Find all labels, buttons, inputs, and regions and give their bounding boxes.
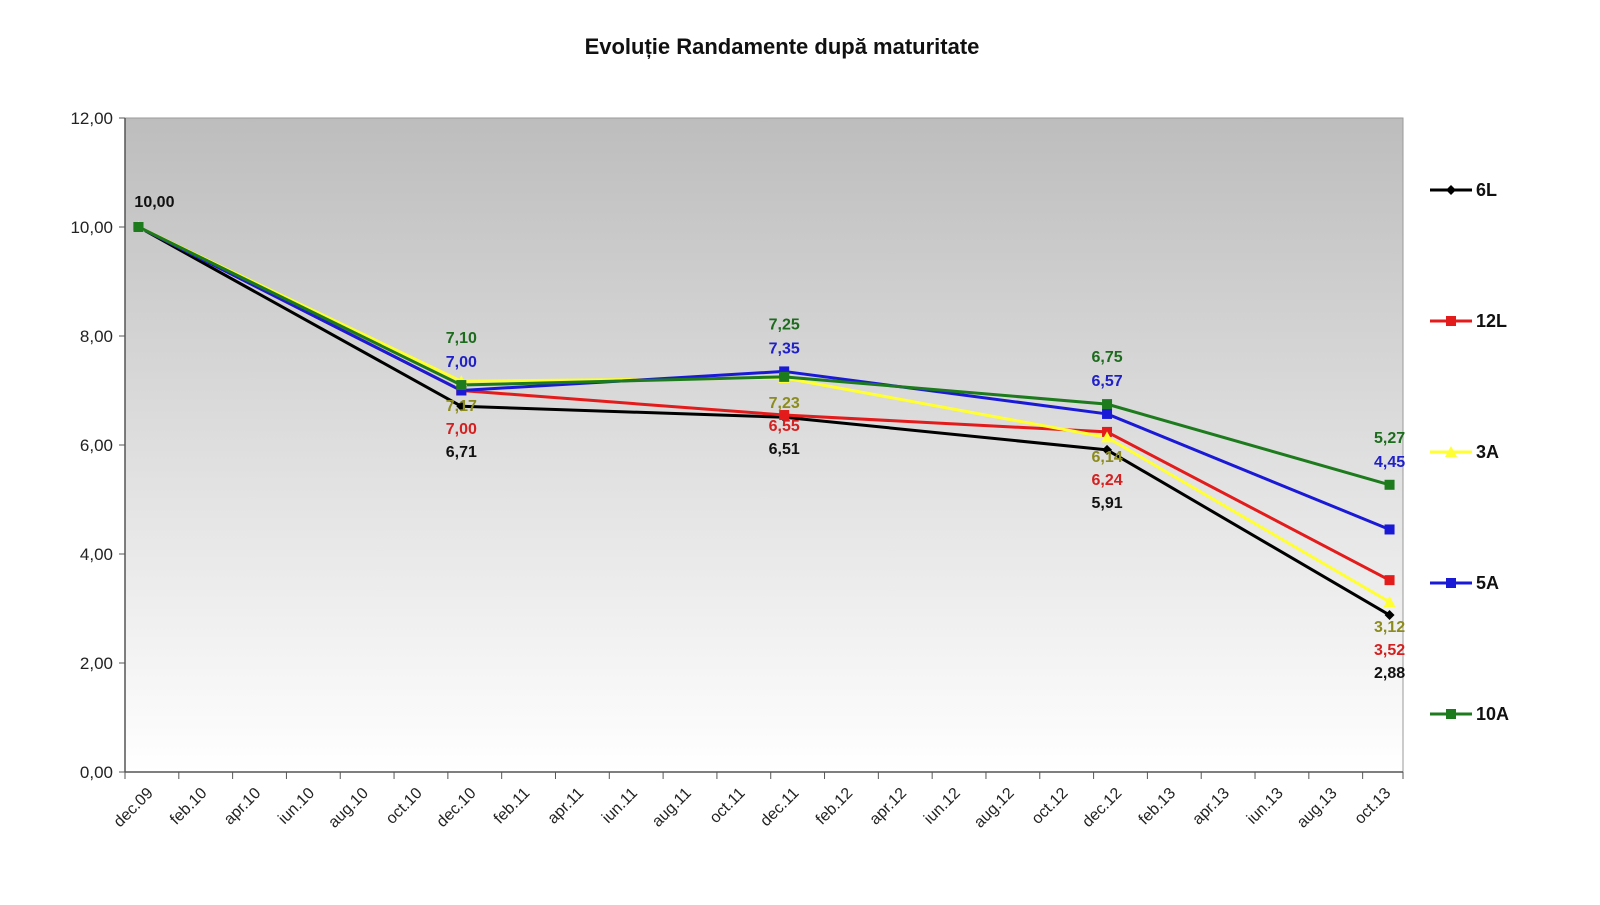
legend-marker-3a (1445, 446, 1457, 457)
legend-label-3a: 3A (1476, 442, 1499, 462)
x-tick-label: apr.10 (221, 785, 265, 829)
data-label: 6,57 (1091, 373, 1122, 390)
x-tick-label: oct.12 (1029, 785, 1072, 828)
legend-label-10a: 10A (1476, 704, 1509, 724)
data-label: 5,27 (1374, 430, 1405, 447)
x-tick-label: iun.10 (275, 785, 318, 828)
data-label: 5,91 (1091, 495, 1122, 512)
x-tick-label: apr.13 (1189, 785, 1233, 829)
x-tick-label: dec.11 (757, 785, 802, 830)
y-tick-label: 6,00 (80, 436, 113, 455)
data-label: 7,00 (446, 354, 477, 371)
x-tick-label: feb.10 (167, 785, 211, 829)
data-label: 7,25 (769, 316, 800, 333)
x-tick-label: aug.10 (325, 785, 372, 832)
x-tick-label: aug.11 (649, 785, 695, 831)
x-tick-label: feb.13 (1136, 785, 1180, 829)
y-tick-label: 2,00 (80, 654, 113, 673)
x-tick-label: apr.12 (867, 785, 911, 829)
x-tick-label: oct.13 (1352, 785, 1395, 828)
x-tick-label: dec.09 (111, 785, 157, 831)
data-point-5a (779, 366, 790, 377)
data-label: 3,52 (1374, 642, 1405, 659)
data-point-6l (1102, 444, 1113, 455)
data-point-12l (1384, 575, 1395, 586)
y-tick-label: 4,00 (80, 545, 113, 564)
data-point-6l (456, 401, 467, 412)
x-tick-label: dec.12 (1079, 785, 1125, 831)
y-tick-label: 12,00 (70, 109, 113, 128)
data-label: 4,45 (1374, 454, 1405, 471)
data-label: 10,00 (134, 194, 174, 211)
data-labels: 10,00 7,00 7,10 7,17 7,00 6,71 7,35 7,25 7,23 6,5… (134, 194, 1405, 682)
legend: 6L 12L 3A 5A 10A (1430, 180, 1509, 724)
legend-label-12l: 12L (1476, 311, 1507, 331)
x-tick-label: dec.10 (434, 785, 480, 831)
data-point-12l (779, 410, 790, 421)
data-label: 7,10 (446, 330, 477, 347)
x-tick-label: iun.11 (599, 785, 641, 827)
data-label: 6,51 (769, 441, 800, 458)
data-label: 7,17 (446, 398, 477, 415)
x-tick-label: aug.12 (971, 785, 1018, 832)
data-point-5a (456, 385, 467, 396)
x-tick-label: feb.12 (813, 785, 857, 829)
data-point-10a (133, 222, 144, 232)
data-label: 2,88 (1374, 665, 1405, 682)
plot-area (124, 117, 1404, 773)
legend-marker-6l (1446, 185, 1456, 195)
data-point-3a (1383, 595, 1396, 607)
x-tick-label: aug.13 (1294, 785, 1341, 832)
y-tick-label: 0,00 (80, 763, 113, 782)
data-label: 7,23 (769, 395, 800, 412)
x-tick-label: oct.11 (707, 785, 749, 827)
data-label: 6,24 (1091, 472, 1122, 489)
data-label: 7,35 (769, 340, 800, 357)
data-point-6l (1384, 610, 1395, 621)
data-label: 6,55 (769, 418, 800, 435)
x-tick-label: apr.11 (545, 785, 588, 828)
chart-title: Evoluție Randamente după maturitate (585, 34, 980, 59)
data-point-5a (1384, 524, 1395, 535)
data-point-10a (779, 371, 790, 382)
y-tick-label: 10,00 (70, 218, 113, 237)
data-label: 6,71 (446, 444, 477, 461)
x-tick-label: oct.10 (383, 785, 426, 828)
data-point-10a (1102, 399, 1113, 410)
x-tick-label: iun.12 (921, 785, 964, 828)
data-label: 3,12 (1374, 619, 1405, 636)
legend-label-6l: 6L (1476, 180, 1497, 200)
legend-marker-10a (1446, 709, 1456, 719)
data-point-3a (1101, 431, 1114, 443)
data-label: 6,75 (1091, 349, 1122, 366)
legend-label-5a: 5A (1476, 573, 1499, 593)
legend-marker-5a (1446, 578, 1456, 588)
series-lines (132, 221, 1396, 621)
data-label: 6,14 (1091, 449, 1122, 466)
data-point-10a (1384, 479, 1395, 490)
x-tick-label: iun.13 (1244, 785, 1287, 828)
x-tick-label: feb.11 (491, 785, 534, 828)
y-tick-label: 8,00 (80, 327, 113, 346)
data-label: 7,00 (446, 421, 477, 438)
data-point-10a (456, 380, 467, 391)
data-point-5a (1102, 408, 1113, 419)
legend-marker-12l (1446, 316, 1456, 326)
